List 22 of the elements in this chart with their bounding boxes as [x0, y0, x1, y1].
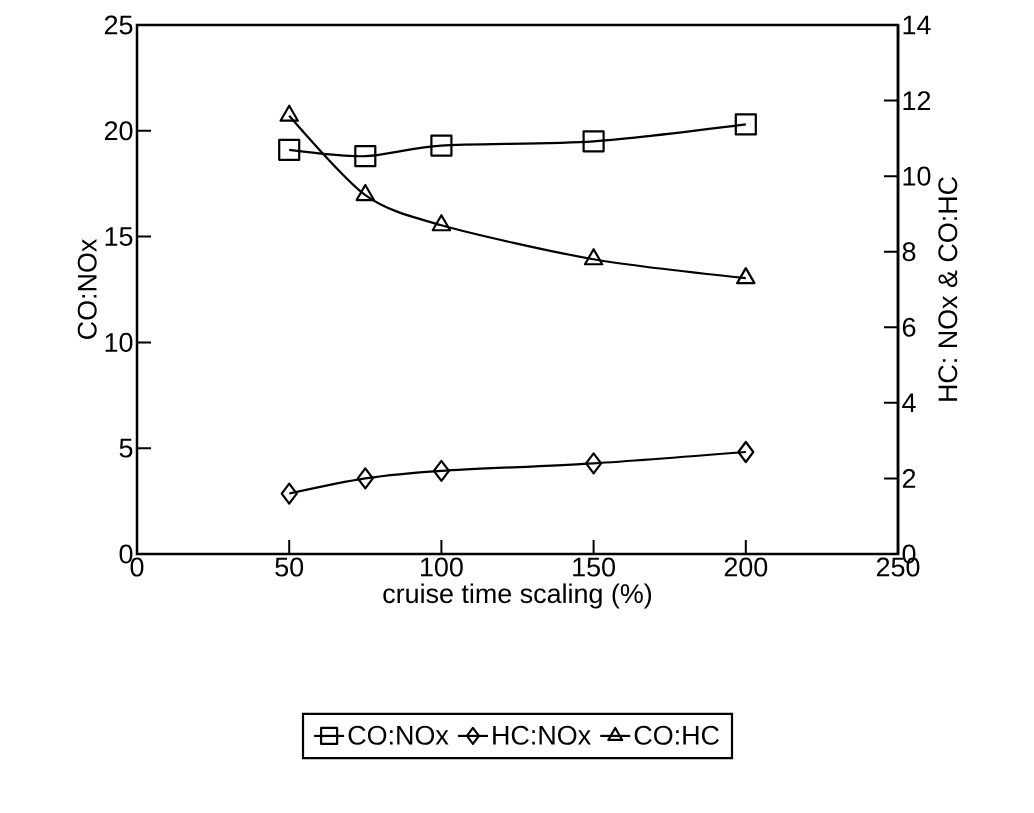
- y2-tick-label: 10: [903, 166, 931, 186]
- y-axis-title: CO:NOx: [77, 238, 97, 339]
- y2-tick-label: 12: [903, 91, 931, 110]
- legend-label: CO:HC: [634, 725, 719, 745]
- legend-label: CO:NOx: [348, 725, 449, 745]
- y2-tick-label: 2: [902, 469, 916, 488]
- y2-tick-label: 4: [902, 393, 916, 413]
- y2-tick-label: 6: [902, 317, 916, 337]
- y2-tick-label: 14: [903, 15, 931, 35]
- y2-axis-title: HC: NOx & CO:HC: [938, 176, 958, 401]
- x-axis-title: cruise time scaling (%): [383, 583, 652, 609]
- y-tick-label: 15: [105, 227, 133, 246]
- y2-tick-label: 8: [902, 242, 916, 262]
- x-tick-label: 50: [275, 557, 304, 577]
- y-tick-label: 20: [104, 121, 133, 141]
- x-tick-label: 150: [573, 557, 615, 577]
- x-tick-label: 100: [421, 557, 463, 577]
- y-tick-label: 25: [104, 15, 133, 35]
- legend-label: HC:NOx: [493, 725, 591, 745]
- y-tick-label: 10: [105, 332, 133, 352]
- y-tick-label: 5: [119, 438, 133, 458]
- x-tick-label: 200: [724, 557, 768, 577]
